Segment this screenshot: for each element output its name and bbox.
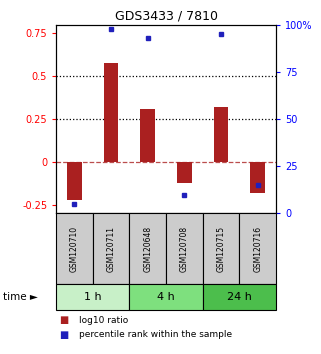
Text: 4 h: 4 h <box>157 292 175 302</box>
Text: GSM120648: GSM120648 <box>143 226 152 272</box>
Bar <box>141 109 155 162</box>
Text: GSM120708: GSM120708 <box>180 226 189 272</box>
Text: ■: ■ <box>59 315 69 325</box>
Bar <box>177 162 192 183</box>
Text: time ►: time ► <box>3 292 38 302</box>
Text: GSM120711: GSM120711 <box>107 226 116 272</box>
Bar <box>67 162 82 200</box>
Text: GSM120710: GSM120710 <box>70 226 79 272</box>
Bar <box>104 63 118 162</box>
Text: ■: ■ <box>59 330 69 339</box>
Bar <box>250 162 265 193</box>
Text: 24 h: 24 h <box>227 292 252 302</box>
Text: percentile rank within the sample: percentile rank within the sample <box>79 330 232 339</box>
Bar <box>214 107 229 162</box>
Title: GDS3433 / 7810: GDS3433 / 7810 <box>115 9 218 22</box>
Text: log10 ratio: log10 ratio <box>79 316 128 325</box>
Text: GSM120715: GSM120715 <box>217 226 226 272</box>
Text: 1 h: 1 h <box>84 292 102 302</box>
Text: GSM120716: GSM120716 <box>253 226 262 272</box>
